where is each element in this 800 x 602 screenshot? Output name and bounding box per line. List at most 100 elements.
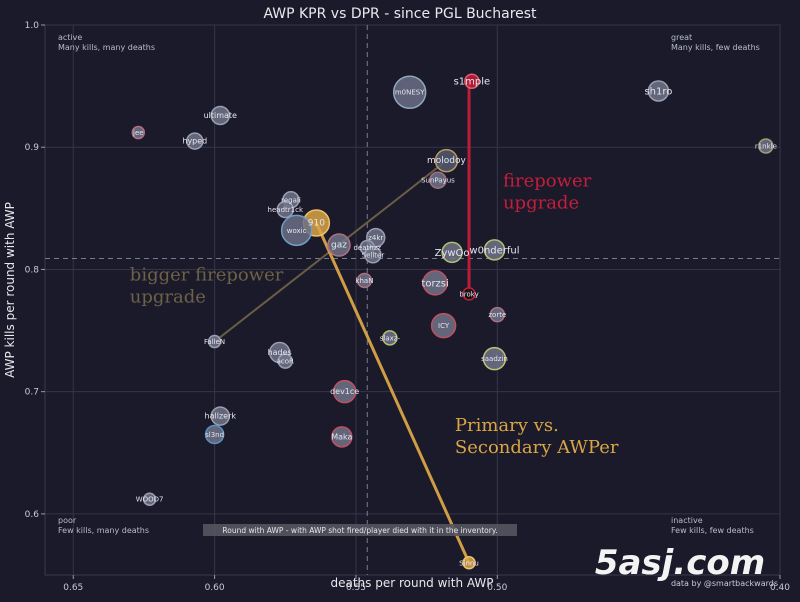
data-point	[434, 148, 459, 173]
credit-text: data by @smartbackwards	[671, 579, 778, 588]
data-point	[364, 246, 382, 264]
y-tick-label: 0.7	[25, 388, 39, 398]
data-point	[430, 312, 457, 339]
axis-layer: 0.65 0.60 0.55 0.50 0.40 0.6 0.7 0.8 0.9 1.0	[25, 21, 791, 593]
point-label: hallzerk	[205, 412, 237, 421]
point-label: deathzz	[353, 244, 381, 252]
quadrant-subtitle: Few kills, few deaths	[671, 526, 754, 535]
point-label: Maka	[331, 432, 352, 441]
quadrant-label-top-right: great Many kills, few deaths	[671, 33, 760, 52]
point-label: SunPayus	[421, 177, 455, 185]
point-label: zorte	[488, 311, 506, 319]
quadrant-subtitle: Few kills, many deaths	[58, 526, 149, 535]
annotation-line: Secondary AWPer	[455, 437, 619, 458]
point-label: FalleN	[204, 338, 225, 346]
footnote-background	[203, 524, 517, 536]
data-point	[482, 346, 507, 371]
point-label: regali	[281, 196, 301, 204]
point-label: ultimate	[204, 111, 237, 120]
y-tick-label: 1.0	[25, 21, 40, 31]
point-label: sl3nd	[205, 431, 224, 439]
point-layer	[131, 73, 774, 570]
point-label: ZywOo	[435, 248, 470, 259]
footnote-box: Round with AWP - with AWP shot fired/pla…	[203, 524, 517, 536]
point-label: acoR	[277, 358, 294, 366]
y-axis-label: AWP kills per round with AWP	[3, 202, 17, 378]
point-label: r1nkle	[755, 143, 777, 151]
point-label: Sellter	[362, 251, 385, 259]
y-tick-label: 0.6	[25, 510, 40, 520]
point-label: gaz	[331, 241, 347, 251]
quadrant-label-top-left: active Many kills, many deaths	[58, 33, 155, 52]
chart-title: AWP KPR vs DPR - since PGL Bucharest	[263, 6, 537, 22]
point-label: 910	[308, 219, 325, 229]
data-point	[441, 241, 463, 264]
point-label: s1mple	[454, 77, 491, 88]
point-label: jee	[132, 129, 144, 137]
point-label: saadzin	[481, 355, 508, 363]
data-point	[280, 214, 313, 247]
y-tick-label: 0.9	[25, 143, 40, 153]
data-point	[210, 406, 231, 426]
point-label: molodoy	[427, 156, 466, 166]
data-point	[483, 239, 506, 261]
annotation-line: Primary vs.	[455, 415, 559, 436]
point-label: broky	[459, 290, 478, 298]
data-point	[489, 306, 506, 323]
data-point	[462, 556, 476, 570]
annotation-line: bigger firepower	[130, 264, 284, 285]
data-point	[131, 125, 146, 140]
annotation-line: upgrade	[130, 286, 206, 307]
quadrant-title: active	[58, 33, 82, 42]
data-point	[382, 330, 398, 346]
quadrant-label-bottom-left: poor Few kills, many deaths	[58, 516, 149, 535]
point-label: woxic	[287, 227, 307, 235]
point-label: torzsi	[421, 278, 448, 289]
data-point	[332, 379, 357, 404]
watermark-text: 5asj.com	[595, 543, 765, 583]
data-point	[186, 132, 204, 150]
x-tick-label: 0.65	[63, 583, 83, 593]
point-label: ICY	[438, 322, 450, 330]
point-label: Sinnu	[459, 559, 479, 567]
data-point	[392, 75, 427, 109]
point-label: z4kr	[368, 234, 383, 242]
quadrant-subtitle: Many kills, few deaths	[671, 43, 760, 52]
data-point	[356, 272, 373, 289]
quadrant-title: great	[671, 33, 692, 42]
quadrant-label-bottom-right: inactive Few kills, few deaths	[671, 516, 754, 535]
label-layer: s1mple m0NESY sh1ro ultimate jee hyped r1nkle m…	[132, 77, 777, 568]
data-point	[207, 334, 222, 349]
x-tick-label: 0.55	[346, 583, 366, 593]
data-point	[429, 171, 447, 189]
point-label: dev1ce	[330, 387, 359, 396]
quadrant-subtitle: Many kills, many deaths	[58, 43, 155, 52]
data-point	[276, 200, 295, 219]
point-label: WOOD7	[136, 496, 164, 504]
data-point	[204, 424, 225, 445]
y-tick-label: 0.8	[25, 265, 40, 275]
data-point	[210, 105, 231, 126]
data-point	[462, 287, 476, 301]
x-tick-label: 0.50	[487, 583, 507, 593]
data-point	[422, 270, 448, 296]
connector-line	[314, 221, 471, 565]
x-tick-label: 0.40	[770, 583, 790, 593]
data-point	[464, 73, 480, 89]
point-label: m0NESY	[395, 89, 425, 97]
footnote-text: Round with AWP - with AWP shot fired/pla…	[222, 526, 497, 535]
point-label: sh1ro	[644, 87, 672, 98]
watermark-logo: 5asj.com	[595, 543, 765, 583]
quadrant-title: inactive	[671, 516, 703, 525]
point-label: hades	[268, 348, 292, 357]
data-point	[758, 138, 774, 154]
data-point	[327, 233, 351, 257]
annotation-line: upgrade	[503, 192, 579, 213]
point-label: khaN	[355, 277, 373, 285]
point-label: w0nderful	[469, 245, 519, 256]
